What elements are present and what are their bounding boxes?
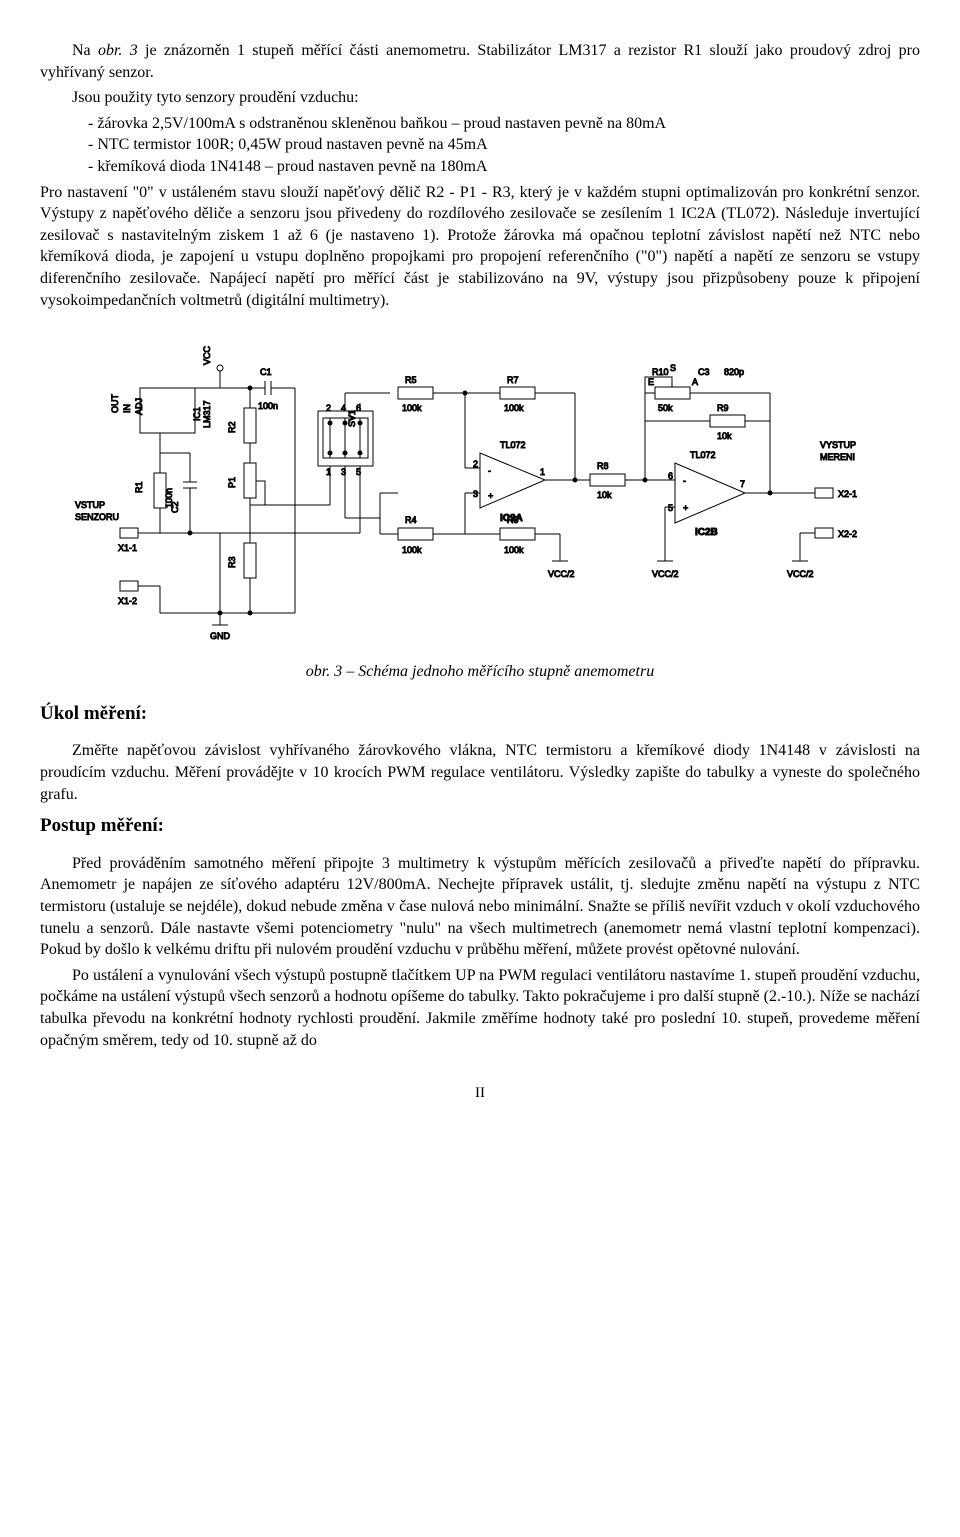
label-lm317: LM317 <box>202 401 212 429</box>
label-tl072b: TL072 <box>690 450 716 460</box>
figure-caption: obr. 3 – Schéma jednoho měřícího stupně … <box>40 661 920 683</box>
label-vcc2b: VCC/2 <box>652 569 679 579</box>
label-r5: R5 <box>405 375 417 385</box>
text: Na <box>72 42 98 59</box>
list-item: žárovka 2,5V/100mA s odstraněnou skleněn… <box>88 113 920 135</box>
label-r10v: 50k <box>658 403 673 413</box>
label-r7v: 100k <box>504 403 524 413</box>
svg-text:+: + <box>488 491 493 501</box>
paragraph-intro: Na obr. 3 je znázorněn 1 stupeň měřící č… <box>40 40 920 83</box>
list-item: NTC termistor 100R; 0,45W proud nastaven… <box>88 134 920 156</box>
schematic-figure: VSTUP SENZORU X1-1 X1-2 R1 100n OUT IN A… <box>70 333 890 653</box>
procedure-p2: Po ustálení a vynulování všech výstupů p… <box>40 965 920 1051</box>
label-vcc2: VCC/2 <box>548 569 575 579</box>
label-r7: R7 <box>507 375 519 385</box>
label-r9v: 10k <box>717 431 732 441</box>
svg-text:+: + <box>683 503 688 513</box>
label-adj: ADJ <box>134 398 144 415</box>
paragraph-sensor-lead: Jsou použity tyto senzory proudění vzduc… <box>40 87 920 109</box>
label-r4v: 100k <box>402 545 422 555</box>
label-c3: C3 <box>698 367 710 377</box>
procedure-p1: Před prováděním samotného měření připojt… <box>40 853 920 961</box>
label-gnd: GND <box>210 631 231 641</box>
label-r3: R3 <box>227 557 237 569</box>
label-pin2: 2 <box>326 403 331 413</box>
label-pin2a: 2 <box>473 459 478 469</box>
label-r9: R9 <box>717 403 729 413</box>
sensor-list: žárovka 2,5V/100mA s odstraněnou skleněn… <box>40 113 920 178</box>
list-item: křemíková dioda 1N4148 – proud nastaven … <box>88 156 920 178</box>
label-vcc: VCC <box>202 346 212 366</box>
label-x22: X2-2 <box>838 529 857 539</box>
label-senzoru: SENZORU <box>75 512 119 522</box>
label-p1: P1 <box>227 477 237 488</box>
label-pin1a: 1 <box>540 467 545 477</box>
svg-text:-: - <box>488 466 491 476</box>
label-r6v: 100k <box>504 545 524 555</box>
heading-task: Úkol měření: <box>40 701 920 727</box>
label-vystup: VYSTUP <box>820 440 856 450</box>
label-pinS: S <box>670 363 676 373</box>
fig-ref: obr. 3 <box>98 42 138 59</box>
label-c2: C2 <box>170 502 180 514</box>
label-pin3a: 3 <box>473 489 478 499</box>
label-r8: R8 <box>597 461 609 471</box>
label-r1: R1 <box>134 482 144 494</box>
label-mereni: MERENI <box>820 452 855 462</box>
label-c1v: 100n <box>258 401 278 411</box>
label-in: IN <box>122 404 132 413</box>
label-r10: R10 <box>652 367 669 377</box>
label-r2: R2 <box>227 422 237 434</box>
label-x11: X1-1 <box>118 543 137 553</box>
label-x21: X2-1 <box>838 489 857 499</box>
label-r5v: 100k <box>402 403 422 413</box>
label-r4: R4 <box>405 515 417 525</box>
label-pin6b: 6 <box>668 471 673 481</box>
label-ic2b: IC2B <box>695 527 718 538</box>
label-tl072a: TL072 <box>500 440 526 450</box>
label-r8v: 10k <box>597 490 612 500</box>
paragraph-zero-setting: Pro nastavení "0" v ustáleném stavu slou… <box>40 182 920 312</box>
label-ic1: IC1 <box>192 407 202 421</box>
heading-procedure: Postup měření: <box>40 813 920 839</box>
text: je znázorněn 1 stupeň měřící části anemo… <box>40 42 920 81</box>
label-pinA: A <box>692 377 698 387</box>
label-vcc2c: VCC/2 <box>787 569 814 579</box>
label-vstup: VSTUP <box>75 500 105 510</box>
page-number: II <box>40 1083 920 1103</box>
label-c3v: 820p <box>724 367 744 377</box>
label-out: OUT <box>110 394 120 414</box>
label-pin5c: 5 <box>668 503 673 513</box>
label-ic2a: IC2A <box>500 513 523 524</box>
label-pin7b: 7 <box>740 479 745 489</box>
label-c1: C1 <box>260 367 272 377</box>
label-pinE: E <box>648 377 654 387</box>
svg-text:-: - <box>683 476 686 486</box>
label-x12: X1-2 <box>118 596 137 606</box>
task-paragraph: Změřte napěťovou závislost vyhřívaného ž… <box>40 740 920 805</box>
